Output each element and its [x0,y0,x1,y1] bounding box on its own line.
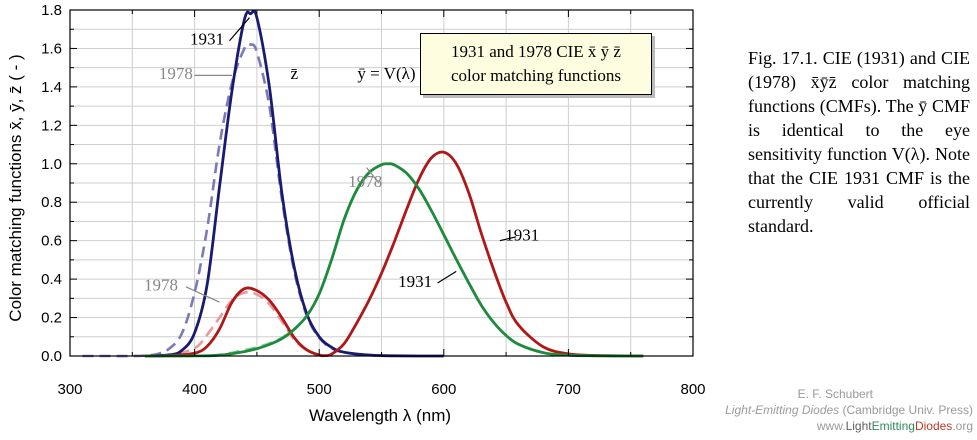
credit-book-title: Light-Emitting Diodes [725,403,840,417]
series-line-4 [144,162,644,358]
annotation-leader [499,236,517,242]
url-diodes: Diodes [914,419,953,433]
y-tick-label: 1.8 [41,2,62,19]
figure-caption: Fig. 17.1. CIE (1931) and CIE (1978) x̄ȳ… [748,48,970,236]
axes [69,9,694,357]
x-tick-label: 400 [182,381,207,398]
legend-line-2: color matching functions [451,66,621,85]
series-line-1 [82,42,395,358]
y-tick-label: 1.2 [41,117,62,134]
series-line-2 [144,150,644,358]
y-tick-label: 0.2 [41,310,62,327]
annotation-leader [229,17,250,42]
y-tick-label: 0.6 [41,233,62,250]
annotation-label: ȳ = V(λ) [357,64,415,83]
annotation-label: 1978 [159,64,193,83]
x-tick-label: 700 [556,381,581,398]
x-tick-label: 600 [431,381,456,398]
annotation-label: 1931 [190,30,224,49]
credit-url[interactable]: www.LightEmittingDiodes.org [673,418,973,434]
chart-legend-box: 1931 and 1978 CIE x̄ ȳ z̄ color matching… [420,33,652,95]
annotation-label: 1931 [398,272,432,291]
series-curves [82,9,644,358]
credit-book-publisher: (Cambridge Univ. Press) [839,403,973,417]
url-prefix: www. [816,419,846,433]
annotation-leader [185,286,220,303]
x-tick-label: 300 [57,381,82,398]
y-axis-label: Color matching functions x̄, ȳ, z̄ ( - ) [6,54,25,321]
x-axis-label: Wavelength λ (nm) [309,406,451,425]
annotation-leader [366,167,380,184]
url-light: Light [845,419,872,433]
annotation-label: z̄ [291,64,299,83]
credit-book: Light-Emitting Diodes (Cambridge Univ. P… [673,402,973,418]
url-emitting: Emitting [871,419,915,433]
y-tick-label: 0.4 [41,271,62,288]
annotation-label: 1931 [505,226,539,245]
legend-line-1: 1931 and 1978 CIE x̄ ȳ z̄ [451,42,621,61]
x-tick-label: 800 [680,381,705,398]
y-tick-label: 0.8 [41,194,62,211]
annotation-label: 1978 [144,276,178,295]
credit-author: E. F. Schubert [797,387,873,401]
url-suffix: .org [952,419,973,433]
y-tick-label: 0.0 [41,348,62,365]
x-tick-label: 500 [307,381,332,398]
tick-labels: 300 400 500 600 700 800 0.0 0.2 0.4 0.6 0.8 1.0 1.2 1… [41,2,705,398]
annotation-leader [437,270,457,284]
y-tick-label: 1.4 [41,79,62,96]
y-tick-label: 1.6 [41,40,62,57]
y-tick-label: 1.0 [41,156,62,173]
series-line-0 [144,9,444,358]
credit-block: E. F. Schubert Light-Emitting Diodes (Ca… [673,386,973,434]
